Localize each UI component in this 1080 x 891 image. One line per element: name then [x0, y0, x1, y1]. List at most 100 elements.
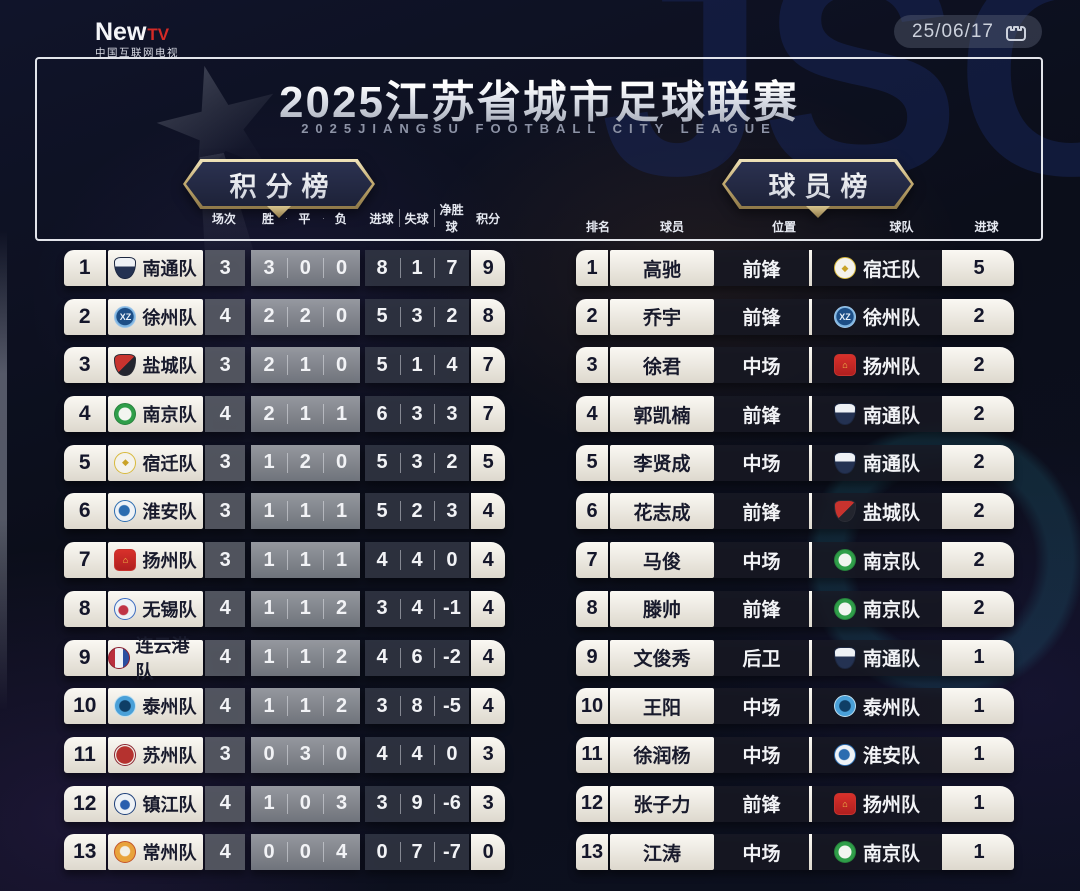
loss-cell: 2 — [323, 688, 359, 724]
ga-cell: 6 — [399, 640, 435, 676]
team-name: 泰州队 — [142, 697, 197, 718]
win-cell: 2 — [263, 402, 275, 425]
win-cell: 1 — [263, 792, 275, 815]
gf-cell: 0 — [376, 840, 388, 863]
draw-cell: 3 — [287, 737, 323, 773]
rank-cell: 6 — [576, 493, 608, 530]
team-cell: 镇江队 — [107, 785, 204, 822]
ga-cell: 4 — [399, 737, 435, 773]
team-cell: 南通队 — [812, 396, 942, 433]
team-logo-icon — [833, 743, 856, 766]
column-divider — [942, 347, 944, 384]
team-name: 淮安队 — [142, 502, 197, 523]
team-cell: 无锡队 — [107, 590, 204, 627]
date-text: 25/06/17 — [912, 20, 994, 42]
team-logo-icon: ⌂ — [114, 549, 137, 572]
col-gf: 进球 — [369, 211, 394, 226]
team-cell: 南京队 — [812, 834, 942, 871]
scorer-row: 10 王阳 中场 泰州队 1 — [576, 688, 1014, 725]
position-cell: 中场 — [714, 444, 809, 481]
gd-cell: -6 — [434, 786, 469, 822]
col-played: 场次 — [211, 211, 236, 226]
standings-row: 8 无锡队 4 1 1 2 3 4 -1 4 — [64, 590, 506, 627]
played-cell: 3 — [205, 347, 245, 384]
position-cell: 中场 — [714, 347, 809, 384]
win-cell: 1 — [263, 694, 275, 717]
scorer-row: 2 乔宇 前锋 XZ 徐州队 2 — [576, 298, 1014, 335]
team-cell: XZ 徐州队 — [812, 298, 942, 335]
gf-cell: 5 — [376, 305, 388, 328]
rank-cell: 10 — [64, 688, 106, 725]
scorer-row: 5 李贤成 中场 南通队 2 — [576, 444, 1014, 481]
team-logo-icon: XZ — [114, 305, 137, 328]
team-cell: 南通队 — [107, 250, 204, 286]
goals-cell: 1 — [944, 834, 1014, 871]
page-title: 2025江苏省城市足球联赛 — [37, 66, 1041, 130]
ga-cell: 8 — [399, 688, 435, 724]
played-cell: 4 — [205, 639, 245, 676]
column-divider — [942, 250, 944, 286]
position-cell: 前锋 — [714, 250, 809, 286]
team-cell: 南京队 — [107, 396, 204, 433]
team-name: 淮安队 — [862, 746, 920, 768]
gd-cell: -2 — [434, 640, 469, 676]
column-divider — [942, 639, 944, 676]
ga-cell: 4 — [399, 591, 435, 627]
header-panel: 2025江苏省城市足球联赛 2025JIANGSU FOOTBALL CITY … — [35, 57, 1043, 241]
team-logo-icon: ⌂ — [833, 354, 856, 377]
gf-cell: 5 — [376, 353, 388, 376]
rank-cell: 6 — [64, 493, 106, 530]
goals-cell: 2 — [944, 298, 1014, 335]
team-cell: 连云港队 — [107, 636, 204, 682]
gd-cell: 3 — [434, 396, 469, 432]
ga-cell: 9 — [399, 786, 435, 822]
draw-cell: 1 — [287, 688, 323, 724]
loss-cell: 1 — [323, 493, 359, 529]
gd-cell: 0 — [434, 542, 469, 578]
draw-cell: 2 — [287, 299, 323, 335]
draw-cell: 1 — [287, 347, 323, 383]
column-divider — [809, 542, 812, 579]
played-cell: 3 — [205, 493, 245, 530]
goals-cell: 5 — [944, 250, 1014, 286]
scorer-row: 13 江涛 中场 南京队 1 — [576, 834, 1014, 871]
team-cell: ⌂ 扬州队 — [812, 347, 942, 384]
gf-cell: 4 — [376, 743, 388, 766]
team-logo-icon — [107, 646, 130, 669]
points-cell: 3 — [471, 736, 506, 773]
team-logo-icon — [114, 500, 137, 523]
scorer-row: 7 马俊 中场 南京队 2 — [576, 542, 1014, 579]
goals-cell: 1 — [944, 688, 1014, 725]
scorer-row: 11 徐润杨 中场 淮安队 1 — [576, 736, 1014, 773]
rank-cell: 8 — [64, 590, 106, 627]
team-cell: 南京队 — [812, 590, 942, 627]
player-name-cell: 郭凯楠 — [610, 396, 714, 433]
tab-scorers[interactable]: 球员榜 — [722, 159, 914, 218]
team-name: 无锡队 — [142, 599, 197, 620]
column-divider — [942, 396, 944, 433]
col-goals: 进球 — [974, 220, 999, 234]
gf-cell: 4 — [376, 548, 388, 571]
goals-cell: 1 — [944, 736, 1014, 773]
team-cell: 盐城队 — [812, 493, 942, 530]
col-gd: 净胜球 — [434, 201, 469, 235]
standings-row: 10 泰州队 4 1 1 2 3 8 -5 4 — [64, 688, 506, 725]
ga-cell: 3 — [399, 299, 435, 335]
loss-cell: 2 — [323, 640, 359, 676]
rank-cell: 12 — [64, 785, 106, 822]
standings-row: 3 盐城队 3 2 1 0 5 1 4 7 — [64, 347, 506, 384]
col-pts: 积分 — [476, 211, 501, 226]
team-name: 南通队 — [862, 454, 920, 476]
ga-cell: 2 — [399, 493, 435, 529]
column-divider — [942, 542, 944, 579]
col-win: 胜 — [261, 211, 274, 226]
standings-row: 4 南京队 4 2 1 1 6 3 3 7 — [64, 396, 506, 433]
column-divider — [809, 688, 812, 725]
gd-cell: 4 — [434, 347, 469, 383]
rank-cell: 12 — [576, 785, 608, 822]
date-badge[interactable]: 25/06/17 — [894, 15, 1042, 48]
played-cell: 4 — [205, 590, 245, 627]
position-cell: 中场 — [714, 542, 809, 579]
tab-standings[interactable]: 积分榜 — [183, 159, 375, 218]
team-cell: 淮安队 — [107, 493, 204, 530]
